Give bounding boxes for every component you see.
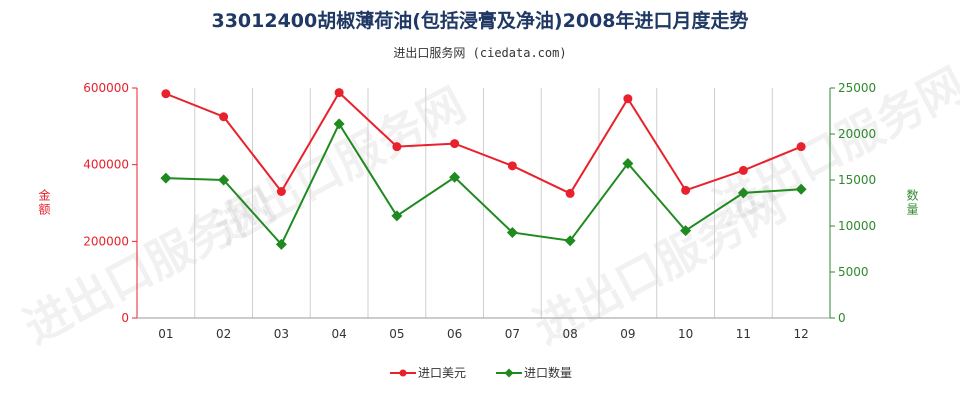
x-tick-label-2: 03 — [274, 327, 289, 341]
legend-marker-0 — [399, 369, 407, 376]
legend-swatch-0 — [389, 369, 416, 376]
series-1-point-0 — [160, 172, 172, 184]
series-0-point-5 — [450, 139, 460, 149]
right-axis-label: 数量 — [905, 188, 919, 217]
x-tick-label-4: 05 — [389, 327, 404, 341]
series-1-point-11 — [795, 183, 807, 195]
series-1-point-7 — [564, 235, 576, 247]
x-tick-label-1: 02 — [216, 327, 231, 341]
left-tick-label-1: 200000 — [83, 234, 129, 248]
legend-marker-1 — [504, 368, 514, 377]
series-0-point-4 — [392, 142, 402, 152]
series-line-1 — [165, 121, 802, 247]
left-axis-label: 金额 — [37, 188, 51, 217]
right-tick-label-4: 20000 — [838, 127, 876, 141]
series-line-0 — [165, 91, 802, 195]
series-0-point-3 — [334, 88, 344, 98]
series-1-point-1 — [218, 174, 230, 186]
series-0-point-9 — [681, 185, 691, 195]
right-tick-label-0: 0 — [838, 311, 846, 325]
right-tick-label-5: 25000 — [838, 81, 876, 95]
series-1-point-10 — [737, 187, 749, 199]
legend-item-0: 进口美元 — [388, 364, 466, 381]
right-tick-label-1: 5000 — [838, 265, 869, 279]
series-1-point-8 — [622, 157, 634, 169]
legend-swatch-1 — [496, 368, 522, 377]
series-0-point-1 — [219, 112, 229, 122]
x-tick-label-7: 08 — [562, 327, 577, 341]
chart-subtitle: 进出口服务网 (ciedata.com) — [393, 46, 567, 60]
right-tick-label-3: 15000 — [838, 173, 876, 187]
legend-label-1: 进口数量 — [524, 366, 573, 380]
legend-item-1: 进口数量 — [494, 364, 572, 381]
series-0-point-0 — [161, 89, 171, 99]
series-0-point-11 — [796, 142, 806, 152]
x-tick-label-9: 10 — [678, 327, 693, 341]
series-1-point-5 — [449, 171, 461, 183]
x-tick-label-3: 04 — [331, 327, 346, 341]
series-0-point-2 — [276, 187, 286, 196]
chart-title: 33012400胡椒薄荷油(包括浸膏及净油)2008年进口月度走势 — [211, 10, 749, 32]
x-tick-label-11: 12 — [793, 327, 808, 341]
series-1-point-3 — [333, 118, 345, 130]
legend: 进口美元 进口数量 — [0, 364, 960, 381]
left-tick-label-2: 400000 — [83, 158, 129, 172]
series-1-point-4 — [391, 210, 403, 222]
x-tick-label-10: 11 — [736, 327, 751, 341]
series-1-point-2 — [275, 238, 287, 250]
series-0-point-6 — [507, 161, 517, 171]
left-tick-label-0: 0 — [121, 311, 129, 325]
x-tick-label-6: 07 — [505, 327, 520, 341]
series-0-point-7 — [565, 188, 575, 198]
series-0-point-8 — [623, 94, 633, 104]
left-tick-label-3: 600000 — [83, 81, 129, 95]
x-tick-label-0: 01 — [158, 327, 173, 341]
series-1-point-6 — [506, 226, 518, 238]
x-tick-label-8: 09 — [620, 327, 635, 341]
x-tick-label-5: 06 — [447, 327, 462, 341]
legend-label-0: 进口美元 — [417, 366, 466, 380]
right-tick-label-2: 10000 — [838, 219, 876, 233]
series-0-point-10 — [738, 165, 748, 175]
series-1-point-9 — [680, 225, 692, 237]
